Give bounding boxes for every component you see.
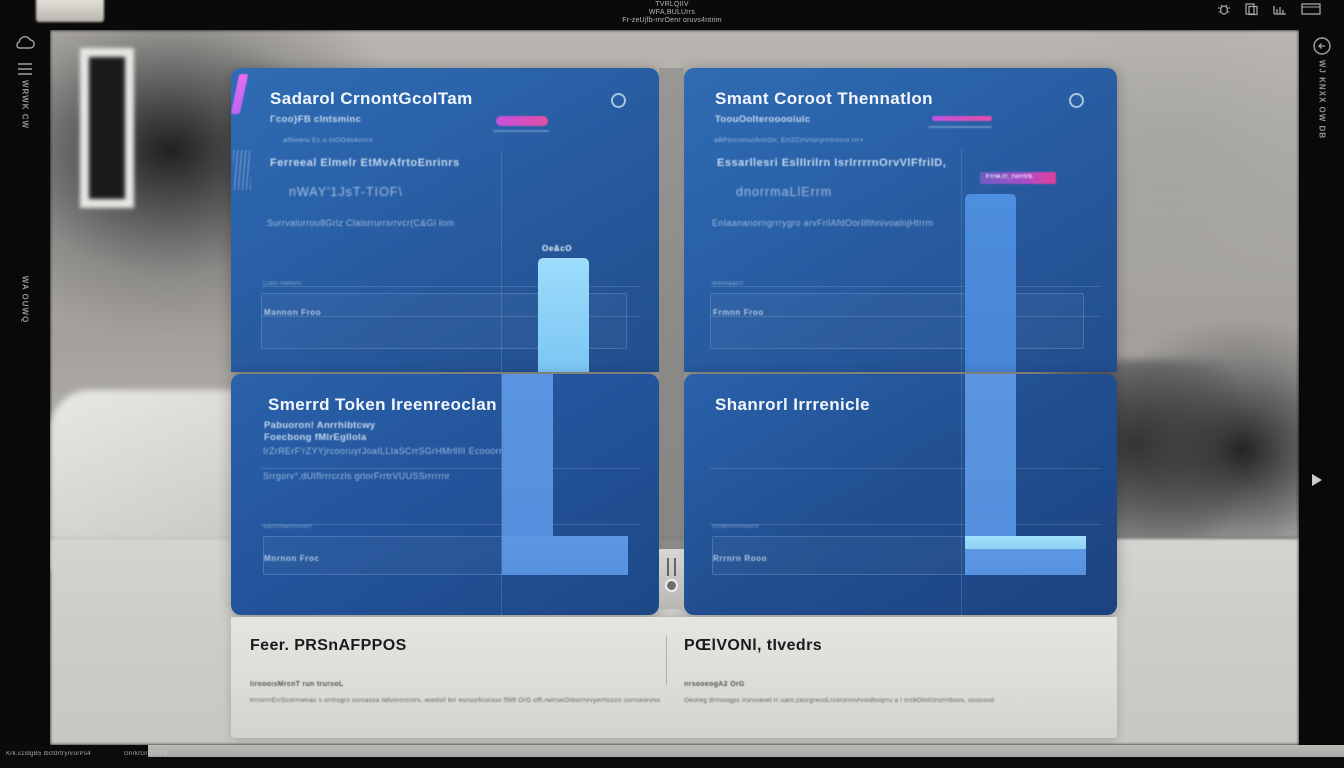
back-arrow-icon[interactable] bbox=[1312, 36, 1332, 61]
chart-x-axis-label: Mnrnon Froc bbox=[264, 554, 320, 563]
chart-bar-upper[interactable] bbox=[965, 374, 1016, 536]
footer-body-left: lrrrsrrrrErrGcorrrwnas s orrlrogrs osrsa… bbox=[250, 697, 661, 704]
chart-x-axis-label: Mannon Froo bbox=[264, 308, 322, 317]
footer-title-right: PŒlVONl, tIvedrs bbox=[684, 637, 822, 654]
card-line: Ferreeal Elmelr EtMvAfrtoEnrinrs bbox=[270, 157, 460, 169]
chart-x-axis-label: Frmnn Froo bbox=[713, 308, 764, 317]
legend-pill bbox=[932, 116, 992, 121]
status-ring-icon[interactable] bbox=[611, 93, 626, 108]
window-titlebar: TVRLQIIV WFA,BULUrrs Fr-zeUjfb-rnrOenr o… bbox=[0, 0, 1344, 30]
wall-picture-frame bbox=[80, 48, 134, 208]
legend-rule bbox=[928, 126, 992, 128]
card-body-1: IrZrRErF'rZYYjrcooruyrJoaILLIaSCrrSGrHMr… bbox=[263, 446, 524, 456]
chart-gridline bbox=[501, 374, 502, 615]
chart-value-badge[interactable] bbox=[980, 172, 1056, 184]
footer-subtitle-right: nrsooeogA2 OrG bbox=[684, 681, 745, 688]
status-ring-icon[interactable] bbox=[1069, 93, 1084, 108]
panel-resize-handle[interactable] bbox=[659, 549, 684, 609]
card-body-2: Srrgorv°,dUIfIrrrcrzls grlorFrrtrVUUSSrr… bbox=[263, 471, 451, 481]
left-sidebar[interactable]: WRWK CW WA OUWQ bbox=[0, 0, 50, 768]
chart-y-axis-label: Srnenrrnnnoorrr bbox=[712, 524, 760, 530]
titlebar-icon-group[interactable] bbox=[1216, 2, 1321, 16]
footer-subtitle-left: liroooisMrcnT run trursoL bbox=[250, 681, 344, 688]
chart-bar[interactable] bbox=[965, 194, 1016, 372]
right-sidebar-label: WJ KNXX OW DB bbox=[1317, 59, 1326, 140]
chart-bar-label: Oe&cO bbox=[542, 244, 573, 253]
decorative-glyph-icon bbox=[233, 150, 251, 190]
legend-pill bbox=[496, 116, 548, 126]
chart-gridline bbox=[961, 374, 962, 615]
chart-icon[interactable] bbox=[1272, 2, 1288, 16]
panel-gap-strip bbox=[659, 68, 684, 549]
card-title: Shanrorl Irrrenicle bbox=[715, 395, 870, 414]
card-subtitle: ToouOoIterooooiuic bbox=[715, 114, 811, 125]
titlebar-thumbnail bbox=[36, 0, 104, 22]
chart-bar-upper[interactable] bbox=[502, 374, 553, 542]
card-line-2: nWAY'1JsT-TIOF\ bbox=[289, 185, 403, 199]
chart-bar-lower[interactable] bbox=[502, 536, 628, 575]
window-icon[interactable] bbox=[1300, 2, 1321, 16]
card-smart-token-interaction[interactable]: Smerrd Token Ireenreoclan Pabuoron! Anrr… bbox=[231, 374, 659, 615]
card-smart-contract-team[interactable]: Sadarol CrnontGcoITam Γcoo}FB clntsminc … bbox=[231, 68, 659, 372]
chart-gridline bbox=[261, 286, 641, 287]
chart-gridline bbox=[961, 150, 962, 372]
card-micro: aBPorcrorucArisOn, ErIZCrrvrorrjrrrrrosr… bbox=[714, 137, 864, 144]
footer-divider bbox=[666, 635, 667, 685]
handle-knob-icon[interactable] bbox=[665, 579, 678, 592]
card-line-2: dnorrmaLlErrm bbox=[736, 185, 833, 199]
chart-gridline bbox=[261, 468, 641, 469]
cloud-icon[interactable] bbox=[13, 34, 37, 57]
chart-gridline bbox=[501, 150, 502, 372]
card-subtitle: Γcoo}FB clntsminc bbox=[270, 114, 362, 125]
chart-gridline bbox=[261, 316, 641, 317]
chart-x-axis-label: Rrrnrn Rooo bbox=[713, 554, 768, 563]
copy-icon[interactable] bbox=[1244, 2, 1260, 16]
chart-plot-box bbox=[710, 293, 1084, 349]
handle-grip-line bbox=[674, 558, 676, 576]
sidebar-label-bottom: WA OUWQ bbox=[20, 275, 30, 324]
statusbar-text-mid: GhrkrGrOYtZB bbox=[124, 751, 168, 757]
menu-icon[interactable] bbox=[15, 60, 35, 83]
chart-bar[interactable] bbox=[538, 258, 589, 372]
chart-value-badge-text: Frrw.rr_rurrIrE bbox=[986, 174, 1034, 180]
accent-bar-icon bbox=[231, 74, 249, 114]
chart-y-axis-label: Sanrchworrenorr bbox=[263, 524, 313, 530]
sidebar-label-top: WRWK CW bbox=[20, 79, 30, 130]
chart-y-axis-label: Cioxl rlwhorn bbox=[263, 281, 302, 287]
footer-title-left: Feer. PRSnAFPPOS bbox=[250, 637, 407, 654]
footer-panel: Feer. PRSnAFPPOS liroooisMrcnT run trurs… bbox=[231, 617, 1117, 738]
footer-body-right: Oeoreg drrnoogps irsrvoavel rr uanr,zasr… bbox=[684, 697, 995, 704]
chart-bar-cap[interactable] bbox=[965, 536, 1086, 549]
card-line: Essarllesri EslIIrilrn IsrIrrrrnOrvVlFfr… bbox=[717, 157, 947, 169]
chart-gridline bbox=[710, 286, 1100, 287]
card-subtitle-2: Foecbong fMlrEgllola bbox=[264, 432, 367, 443]
card-subtitle: Pabuoron! Anrrhibtcwy bbox=[264, 420, 376, 431]
card-title: Sadarol CrnontGcoITam bbox=[270, 89, 473, 108]
card-title: Smant Coroot Thennatlon bbox=[715, 89, 933, 108]
card-micro: affoneru Ec o.toOOds4crrrs bbox=[283, 137, 373, 144]
chart-gridline bbox=[710, 524, 1100, 525]
right-sidebar[interactable]: WJ KNXX OW DB bbox=[1299, 0, 1344, 768]
chart-gridline bbox=[710, 316, 1100, 317]
statusbar-text-left: Krk.s1ldgB5 lbctdrtrynrorPs4 bbox=[6, 751, 91, 757]
statusbar-sheen bbox=[148, 745, 1344, 757]
dashboard-card-grid: Sadarol CrnontGcoITam Γcoo}FB clntsminc … bbox=[231, 68, 1117, 738]
play-icon[interactable] bbox=[1312, 474, 1322, 486]
window-statusbar: Krk.s1ldgB5 lbctdrtrynrorPs4 GhrkrGrOYtZ… bbox=[0, 745, 1344, 768]
chart-gridline bbox=[710, 468, 1100, 469]
card-title: Smerrd Token Ireenreoclan bbox=[268, 395, 497, 414]
window-title: TVRLQIIV WFA,BULUrrs Fr-zeUjfb-rnrOenr o… bbox=[622, 1, 722, 24]
legend-rule bbox=[493, 130, 549, 132]
card-smart-contract-generation[interactable]: Smant Coroot Thennatlon ToouOoIterooooiu… bbox=[684, 68, 1117, 372]
card-body: EnIaananorngrrrygro arvFrilAfdOorIlfihni… bbox=[712, 218, 934, 228]
chart-bar-lower[interactable] bbox=[965, 549, 1086, 575]
chart-y-axis-label: Ieannaacrt bbox=[712, 281, 744, 287]
chart-plot-box bbox=[261, 293, 627, 349]
chart-gridline bbox=[261, 524, 641, 525]
card-smart-token-interface[interactable]: Shanrorl Irrrenicle Srnenrrnnnoorrr Rrrn… bbox=[684, 374, 1117, 615]
bug-icon[interactable] bbox=[1216, 2, 1232, 16]
card-body: Surrvalurrou8Grlz Clalsrrurrsrrvcr(C&Gl … bbox=[267, 218, 455, 228]
handle-grip-line bbox=[667, 558, 669, 576]
